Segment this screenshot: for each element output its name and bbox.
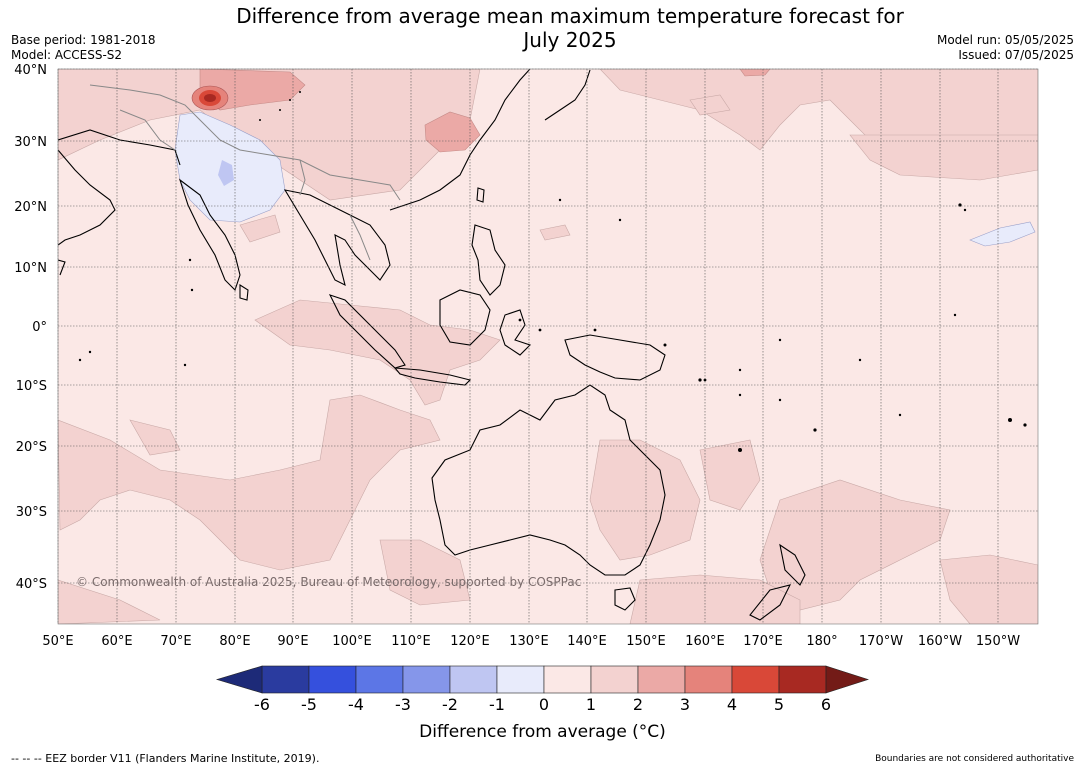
longitude-label: 110°E [391,634,431,649]
latitude-label: 40°N [14,63,47,78]
title-line-1: Difference from average mean maximum tem… [236,4,904,28]
colorbar-swatch [496,665,545,694]
latitude-label: 10°N [14,261,47,276]
map-title: Difference from average mean maximum tem… [0,4,1085,52]
colorbar-tick-label: -3 [395,695,411,714]
colorbar: -6 -5 -4 -3 -2 -1 0 1 2 3 4 5 6 [215,665,869,714]
country-borders [89,84,401,261]
colorbar-tick-label: -1 [489,695,505,714]
eez-note: -- -- -- EEZ border V11 (Flanders Marine… [11,752,320,765]
colorbar-swatch [590,665,639,694]
latitude-label: 30°N [14,135,47,150]
map-frame [57,68,1039,625]
colorbar-tick-label: 3 [680,695,690,714]
longitude-label: 120°E [450,634,490,649]
latitude-label: 20°N [14,200,47,215]
longitude-label: 170°W [859,634,903,649]
latitude-labels: 40°N 30°N 20°N 10°N 0° 10°S 20°S 30°S 40°S [14,63,47,592]
colorbar-swatch [308,665,357,694]
longitude-label: 60°E [101,634,132,649]
colorbar-tick-label: 0 [539,695,549,714]
issued-date: Issued: 07/05/2025 [958,48,1074,62]
colorbar-tick-label: -5 [301,695,317,714]
colorbar-tick-label: 2 [633,695,643,714]
longitude-label: 160°E [685,634,725,649]
colorbar-swatch [543,665,592,694]
longitude-label: 150°W [976,634,1020,649]
colorbar-tick-label: -4 [348,695,364,714]
longitude-label: 150°E [626,634,666,649]
colorbar-tick-label: 6 [821,695,831,714]
latitude-label: 0° [32,320,47,335]
longitude-label: 140°E [567,634,607,649]
colorbar-swatch [637,665,686,694]
colorbar-tick-label: -6 [254,695,270,714]
colorbar-tick-label: -2 [442,695,458,714]
model-name: Model: ACCESS-S2 [11,48,123,62]
longitude-label: 50°E [42,634,73,649]
longitude-label: 160°W [918,634,962,649]
longitude-label: 100°E [332,634,372,649]
base-period: Base period: 1981-2018 [11,33,156,47]
boundaries-disclaimer: Boundaries are not considered authoritat… [875,754,1074,764]
colorbar-swatch [684,665,733,694]
colorbar-tick-label: 4 [727,695,737,714]
longitude-label: 130°E [509,634,549,649]
colorbar-title: Difference from average (°C) [419,722,666,742]
longitude-label: 70°E [160,634,191,649]
colorbar-swatch [261,665,310,694]
colorbar-swatch [731,665,780,694]
pacific-islands [78,91,1027,452]
longitude-label: 170°E [743,634,783,649]
colorbar-under-arrow [215,665,263,694]
latitude-label: 10°S [16,379,47,394]
latitude-label: 20°S [16,440,47,455]
colorbar-over-arrow [825,665,869,694]
colorbar-swatch [449,665,498,694]
colorbar-swatch [778,665,827,694]
longitude-label: 180° [806,634,837,649]
latitude-label: 40°S [16,577,47,592]
longitude-label: 80°E [219,634,250,649]
meta-right: Model run: 05/05/2025 Issued: 07/05/2025 [937,33,1074,63]
longitude-labels: 50°E 60°E 70°E 80°E 90°E 100°E 110°E 120°E 130°E… [42,634,1020,649]
copyright-text: © Commonwealth of Australia 2025, Bureau… [76,575,581,589]
colorbar-swatch [402,665,451,694]
colorbar-swatch [355,665,404,694]
latitude-label: 30°S [16,505,47,520]
colorbar-tick-label: 1 [586,695,596,714]
title-line-2: July 2025 [523,28,617,52]
model-run: Model run: 05/05/2025 [936,33,1074,47]
colorbar-tick-label: 5 [774,695,784,714]
meta-left: Base period: 1981-2018 Model: ACCESS-S2 [11,33,156,63]
longitude-label: 90°E [277,634,308,649]
